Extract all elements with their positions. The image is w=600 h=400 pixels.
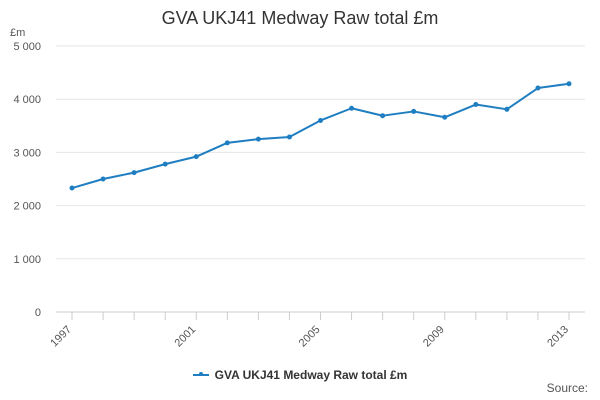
data-point[interactable] bbox=[286, 134, 292, 140]
legend-item[interactable]: GVA UKJ41 Medway Raw total £m bbox=[192, 368, 408, 382]
data-point[interactable] bbox=[318, 117, 323, 123]
data-point[interactable] bbox=[442, 114, 448, 120]
data-point[interactable] bbox=[69, 185, 75, 191]
data-point[interactable] bbox=[224, 140, 230, 146]
chart-title: GVA UKJ41 Medway Raw total £m bbox=[161, 8, 439, 28]
y-tick-label: 1 000 bbox=[13, 254, 41, 266]
data-point[interactable] bbox=[349, 105, 355, 111]
x-tick-label: 2001 bbox=[173, 324, 199, 350]
data-point[interactable] bbox=[473, 102, 479, 108]
legend-label: GVA UKJ41 Medway Raw total £m bbox=[214, 368, 408, 382]
y-tick-label: 5 000 bbox=[13, 41, 41, 53]
data-point[interactable] bbox=[566, 81, 572, 87]
data-point[interactable] bbox=[504, 106, 510, 112]
data-point[interactable] bbox=[162, 161, 168, 167]
data-point[interactable] bbox=[535, 85, 541, 91]
x-tick-label: 2005 bbox=[297, 324, 323, 350]
legend: GVA UKJ41 Medway Raw total £m bbox=[0, 365, 600, 382]
x-tick-label: 1997 bbox=[48, 324, 74, 350]
y-tick-label: 3 000 bbox=[13, 147, 41, 159]
source-label: Source: bbox=[546, 381, 588, 395]
data-point[interactable] bbox=[193, 154, 199, 160]
data-point[interactable] bbox=[100, 176, 106, 182]
y-tick-label: 2 000 bbox=[13, 201, 41, 213]
y-tick-label: 0 bbox=[35, 307, 41, 319]
x-tick-label: 2009 bbox=[421, 324, 447, 350]
x-tick-label: 2013 bbox=[545, 324, 571, 350]
legend-line-marker-icon bbox=[192, 372, 209, 376]
data-point[interactable] bbox=[380, 113, 386, 119]
y-tick-label: 4 000 bbox=[13, 94, 41, 106]
data-point[interactable] bbox=[255, 136, 261, 142]
data-point[interactable] bbox=[131, 170, 137, 176]
data-point[interactable] bbox=[411, 108, 417, 114]
y-axis-unit-label: £m bbox=[10, 27, 25, 39]
